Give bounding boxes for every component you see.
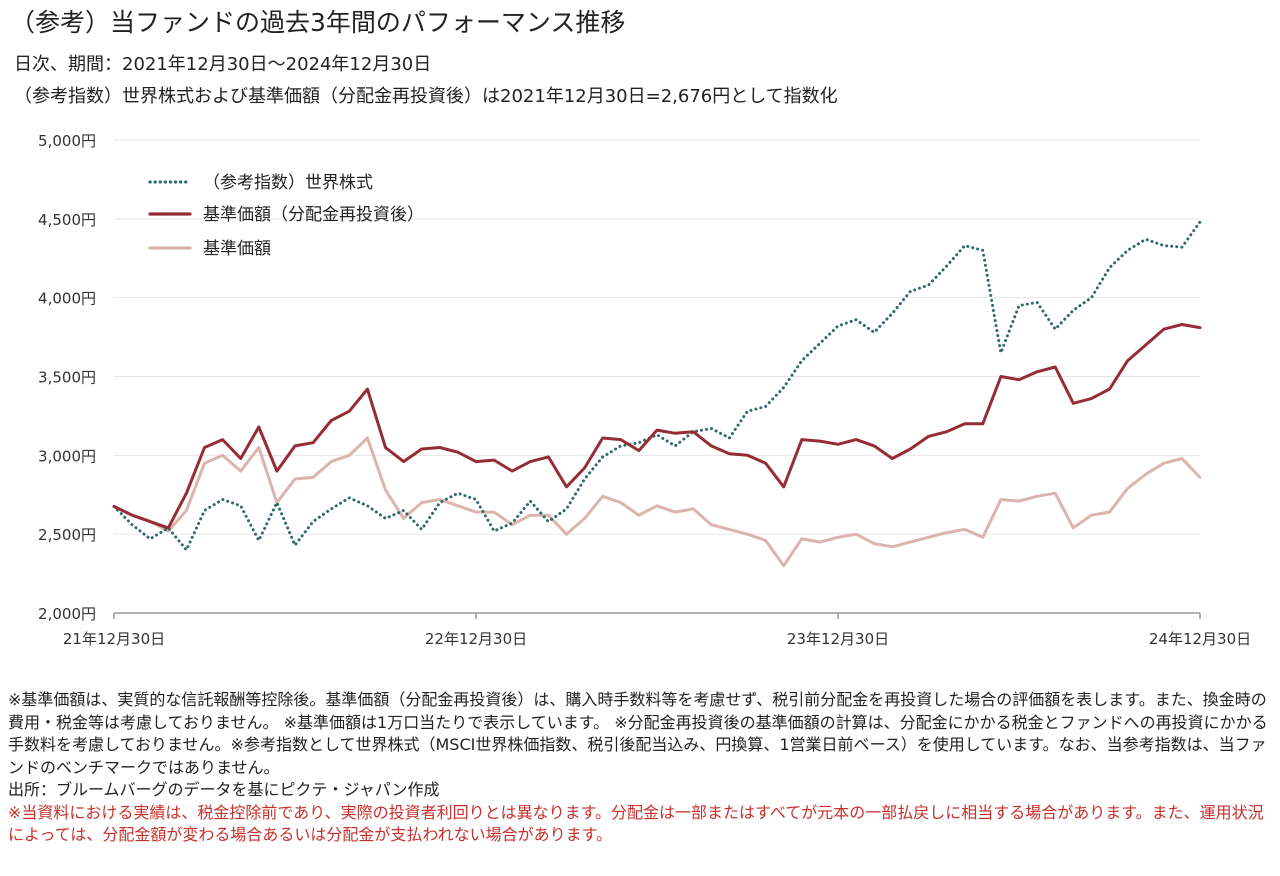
y-tick-label: 5,000円 [38,132,96,150]
series-line-1 [112,323,1202,530]
chart-title: （参考）当ファンドの過去3年間のパフォーマンス推移 [10,8,626,37]
y-tick-label: 2,000円 [38,605,96,623]
y-tick-label: 3,000円 [38,447,96,465]
y-tick-label: 2,500円 [38,526,96,544]
series-lines [112,220,1202,568]
y-tick-label: 4,500円 [38,211,96,229]
y-tick-label: 4,000円 [38,290,96,308]
y-tick-label: 3,500円 [38,369,96,387]
legend-label-2: 基準価額 [203,239,271,259]
x-axis: 21年12月30日 22年12月30日 23年12月30日 24年12月30日 [63,612,1251,648]
footnotes: ※基準価額は、実質的な信託報酬等控除後。基準価額（分配金再投資後）は、購入時手数… [8,689,1270,847]
footnote-warning: ※当資料における実績は、税金控除前であり、実際の投資者利回りとは異なります。分配… [8,802,1264,845]
series-line-2 [112,436,1202,568]
performance-chart: 5,000円 4,500円 4,000円 3,500円 3,000円 2,500円 2,00… [38,132,1251,648]
legend-label-1: 基準価額（分配金再投資後） [203,205,424,225]
y-axis-tick-labels: 5,000円 4,500円 4,000円 3,500円 3,000円 2,500円 2,00… [38,132,96,623]
x-tick-label: 22年12月30日 [425,630,527,648]
gridlines [114,139,1200,535]
x-tick-label: 23年12月30日 [787,630,889,648]
legend-label-0: （参考指数）世界株式 [203,173,373,193]
period-note: 日次、期間：2021年12月30日～2024年12月30日 [14,54,432,75]
footnote-source: 出所：ブルームバーグのデータを基にピクテ・ジャパン作成 [8,780,440,799]
x-tick-label: 24年12月30日 [1149,630,1251,648]
x-tick-label: 21年12月30日 [63,630,165,648]
index-note: （参考指数）世界株式および基準価額（分配金再投資後）は2021年12月30日=2… [14,86,838,107]
footnote-main: ※基準価額は、実質的な信託報酬等控除後。基準価額（分配金再投資後）は、購入時手数… [8,690,1268,777]
